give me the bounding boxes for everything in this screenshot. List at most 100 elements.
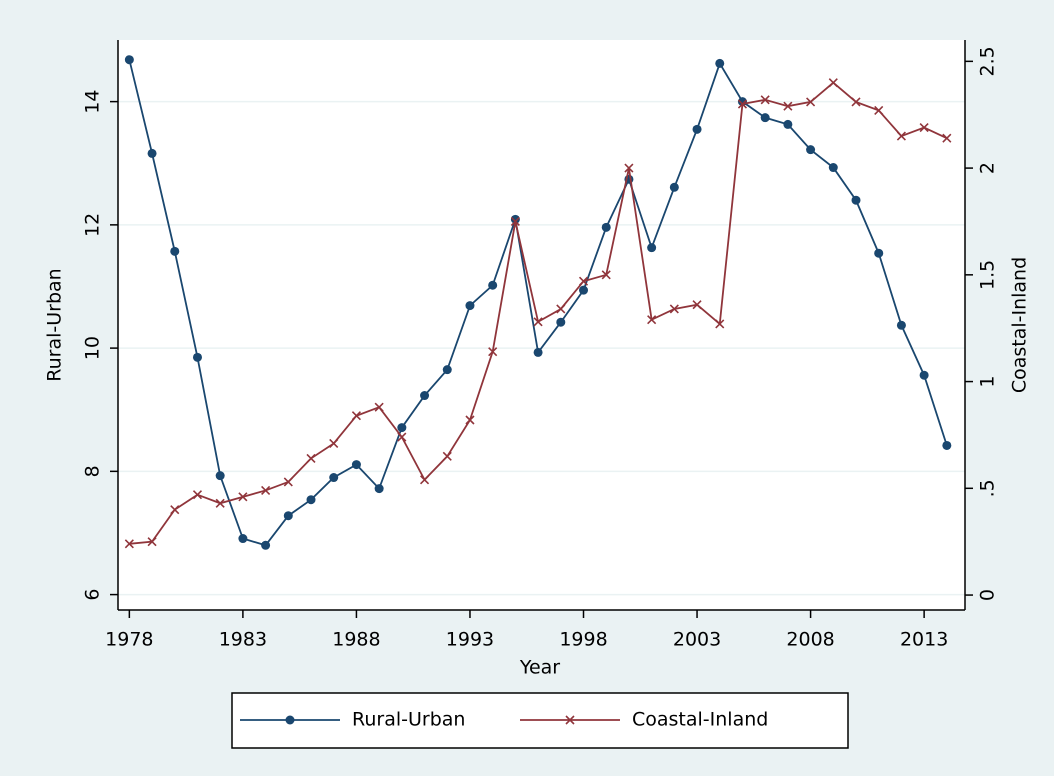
point: [215, 471, 225, 481]
point-cross: [828, 78, 838, 88]
x-tick-label: 2013: [900, 629, 948, 651]
point: [285, 715, 295, 725]
point: [896, 131, 906, 141]
point-cross: [533, 317, 543, 327]
point-cross: [556, 304, 566, 314]
point: [397, 423, 407, 433]
point-cross: [488, 347, 498, 357]
y2-tick-label: 1.5: [977, 260, 999, 290]
point-cross: [238, 492, 248, 502]
point: [170, 505, 180, 515]
x-tick-label: 1998: [559, 629, 607, 651]
point: [238, 492, 248, 502]
point: [874, 105, 884, 116]
point-cross: [192, 490, 203, 500]
point-cross: [510, 216, 520, 227]
point: [760, 113, 770, 123]
point: [737, 99, 748, 109]
point: [192, 490, 203, 500]
point: [533, 317, 543, 327]
point: [329, 473, 339, 483]
point-cross: [465, 415, 475, 425]
point: [261, 485, 271, 496]
point-cross: [624, 163, 634, 173]
point: [715, 319, 725, 329]
point: [601, 270, 611, 280]
point: [556, 304, 566, 314]
point-cross: [283, 477, 293, 487]
point: [919, 370, 929, 380]
point-cross: [578, 276, 589, 286]
point: [351, 411, 361, 421]
point: [942, 440, 952, 450]
point: [579, 285, 589, 295]
point-cross: [124, 539, 134, 549]
x-tick-label: 1988: [332, 629, 380, 651]
point-cross: [442, 451, 452, 461]
y-tick-label: 8: [82, 465, 104, 477]
point-cross: [329, 438, 339, 449]
y-tick-label: 12: [82, 213, 104, 237]
point: [942, 133, 952, 143]
point: [374, 402, 384, 412]
point: [283, 477, 293, 487]
y-axis-title: Rural-Urban: [44, 268, 66, 381]
point-cross: [374, 402, 384, 412]
point: [692, 124, 702, 134]
point: [783, 101, 793, 111]
point: [783, 119, 793, 129]
point-cross: [737, 99, 748, 109]
point: [828, 78, 838, 88]
point: [669, 304, 679, 314]
point-cross: [147, 537, 157, 547]
point-cross: [783, 101, 793, 111]
y-tick-label: 10: [82, 336, 104, 360]
point-cross: [170, 505, 180, 515]
point: [238, 534, 248, 544]
point: [647, 243, 657, 253]
point: [351, 460, 361, 470]
point: [896, 320, 906, 330]
point: [624, 163, 634, 173]
point: [397, 432, 407, 442]
point-cross: [760, 95, 770, 105]
point-cross: [874, 105, 884, 116]
point-cross: [565, 715, 575, 725]
point: [806, 145, 816, 155]
legend-label: Coastal-Inland: [632, 709, 768, 731]
point: [760, 95, 770, 105]
y2-tick-label: 1: [977, 376, 999, 388]
point-cross: [647, 315, 657, 325]
point: [919, 122, 929, 133]
point: [442, 451, 452, 461]
point-cross: [851, 97, 861, 107]
point: [715, 58, 725, 68]
x-tick-label: 1978: [105, 629, 153, 651]
point-cross: [261, 485, 271, 496]
x-tick-label: 1993: [446, 629, 494, 651]
point-cross: [419, 475, 430, 485]
point: [124, 539, 134, 549]
point-cross: [215, 498, 225, 508]
y2-axis-title: Coastal-Inland: [1009, 257, 1031, 393]
point: [261, 540, 271, 550]
x-tick-label: 2003: [673, 629, 721, 651]
point: [510, 216, 520, 227]
point: [851, 195, 861, 205]
point: [488, 347, 498, 357]
point: [329, 438, 339, 449]
point: [283, 511, 293, 521]
point: [828, 163, 838, 173]
point-cross: [306, 453, 316, 463]
point: [419, 475, 430, 485]
point: [851, 97, 861, 107]
point: [488, 280, 498, 290]
point-cross: [919, 122, 929, 133]
point: [306, 495, 316, 505]
point: [147, 537, 157, 547]
point-cross: [896, 131, 906, 141]
point: [874, 248, 884, 258]
point: [510, 214, 520, 224]
point-cross: [397, 432, 407, 442]
